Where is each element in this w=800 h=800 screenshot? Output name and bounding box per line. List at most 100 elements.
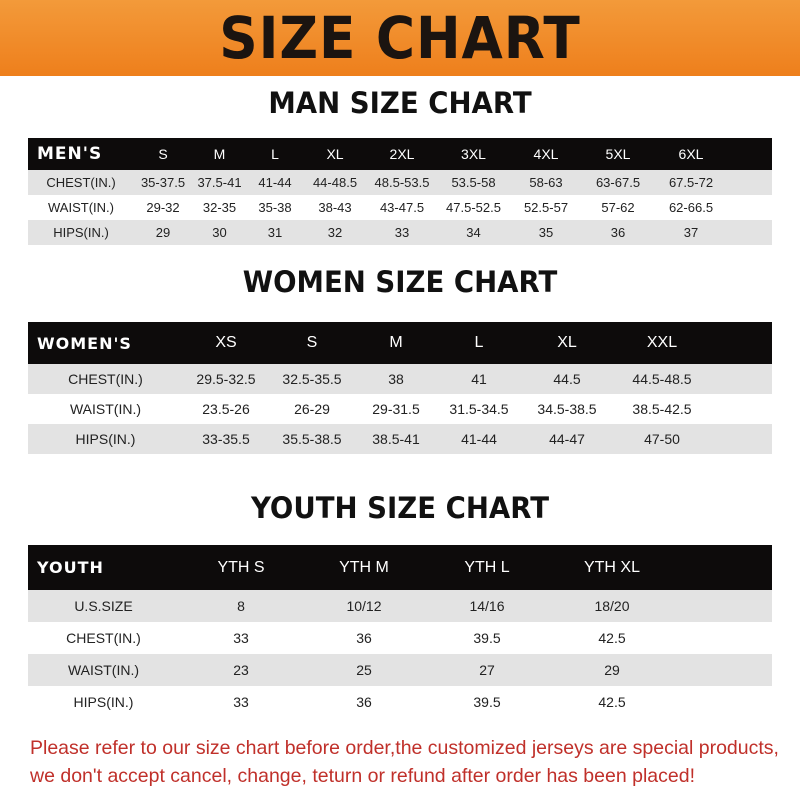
table-cell: 48.5-53.5 [374,175,430,190]
table-row: CHEST(IN.) 35-37.5 37.5-41 41-44 44-48.5 48.5… [28,170,772,195]
table-cell: 35-38 [258,200,292,215]
table-cell: 23 [233,662,249,678]
table-cell: 67.5-72 [668,175,714,190]
row-label: WAIST(IN.) [48,200,114,215]
table-cell: 33 [233,694,249,710]
row-label: CHEST(IN.) [46,175,116,190]
table-cell: 39.5 [473,630,501,646]
youth-size-table: YOUTH YTH S YTH M YTH L YTH XL U.S.SIZE 8 10/12… [28,545,772,718]
table-row: HIPS(IN.) 29 30 31 32 33 34 35 36 37 [28,220,772,245]
table-cell: M [389,334,403,351]
table-cell: YTH M [339,558,389,576]
table-cell: L [474,334,484,351]
table-cell: XL [326,146,344,162]
table-header-row: WOMEN'S XS S M L XL XXL [28,322,772,364]
table-row: CHEST(IN.) 33 36 39.5 42.5 [28,622,772,654]
table-cell: 34.5-38.5 [537,401,597,417]
table-cell: 36 [356,694,372,710]
table-cell: 35.5-38.5 [282,431,342,447]
table-cell: 44.5 [553,371,581,387]
table-cell: 38.5-42.5 [632,401,692,417]
table-cell: 47.5-52.5 [446,200,501,215]
disclaimer-note: Please refer to our size chart before or… [30,734,790,790]
row-label: HIPS(IN.) [53,225,109,240]
table-cell: 42.5 [598,694,626,710]
table-cell: 29 [604,662,620,678]
table-cell: 35-37.5 [140,175,186,190]
table-cell: 43-47.5 [379,200,425,215]
table-cell: 2XL [389,146,415,162]
table-cell: 52.5-57 [523,200,569,215]
table-cell: 5XL [605,146,631,162]
row-label: HIPS(IN.) [73,694,134,710]
table-cell: 4XL [533,146,559,162]
table-cell: XXL [646,334,678,351]
disclaimer-line-1: Please refer to our size chart before or… [30,737,779,759]
table-cell: 32-35 [202,200,237,215]
table-cell: 62-66.5 [668,200,714,215]
table-cell: S [158,146,168,162]
table-cell: 47-50 [644,431,680,447]
row-label: CHEST(IN.) [68,371,143,387]
table-cell: 32 [327,225,343,240]
row-label: YOUTH [37,558,104,577]
table-cell: 8 [237,598,245,614]
table-cell: 26-29 [294,401,330,417]
table-row: U.S.SIZE 8 10/12 14/16 18/20 [28,590,772,622]
row-label: WOMEN'S [37,333,132,353]
table-cell: S [306,334,318,351]
table-cell: XS [215,334,237,351]
table-cell: 14/16 [469,598,505,614]
table-cell: 33 [394,225,410,240]
table-cell: L [271,146,279,162]
table-cell: 29 [155,225,171,240]
table-cell: YTH XL [583,558,640,576]
table-row: WAIST(IN.) 29-32 32-35 35-38 38-43 43-47.5 47.… [28,195,772,220]
table-cell: 3XL [461,146,486,162]
table-cell: 35 [538,225,554,240]
table-cell: 41-44 [461,431,497,447]
table-cell: 31.5-34.5 [449,401,509,417]
women-size-table: WOMEN'S XS S M L XL XXL CHEST(IN.) 29.5-32.5 32.5… [28,322,772,454]
men-section-title: MAN SIZE CHART [268,86,532,120]
table-cell: 36 [610,225,626,240]
table-cell: 29-31.5 [372,401,420,417]
table-cell: 18/20 [594,598,630,614]
table-row: CHEST(IN.) 29.5-32.5 32.5-35.5 38 41 44.5 44.5… [28,364,772,394]
table-cell: 41-44 [258,175,292,190]
table-cell: 37.5-41 [197,175,242,190]
table-header-row: MEN'S S M L XL 2XL 3XL 4XL 5XL 6XL [28,138,772,170]
disclaimer-line-2: we don't accept cancel, change, teturn o… [30,765,695,787]
table-cell: 33-35.5 [202,431,250,447]
row-label: WAIST(IN.) [69,401,142,417]
table-cell: 6XL [678,146,704,162]
header-banner: SIZE CHART [0,0,800,76]
table-cell: 39.5 [473,694,501,710]
table-cell: 32.5-35.5 [282,371,342,387]
table-cell: 41 [471,371,487,387]
table-cell: 33 [233,630,249,646]
table-cell: 38-43 [318,200,352,215]
table-cell: 10/12 [346,598,382,614]
table-header-row: YOUTH YTH S YTH M YTH L YTH XL [28,545,772,590]
table-cell: 31 [267,225,283,240]
table-cell: 23.5-26 [202,401,250,417]
table-row: HIPS(IN.) 33-35.5 35.5-38.5 38.5-41 41-44 44-… [28,424,772,454]
row-label: U.S.SIZE [74,598,133,614]
table-cell: 30 [212,225,227,240]
row-label: HIPS(IN.) [75,431,136,447]
page-title: SIZE CHART [219,4,581,72]
table-cell: 57-62 [601,200,635,215]
table-cell: 44-48.5 [312,175,358,190]
table-cell: 27 [479,662,495,678]
table-cell: 44-47 [549,431,585,447]
table-cell: 58-63 [529,175,563,190]
table-cell: XL [557,334,577,351]
table-cell: 37 [683,225,699,240]
table-cell: 38 [388,371,404,387]
row-label: WAIST(IN.) [67,662,140,678]
table-cell: M [213,146,226,162]
table-cell: 53.5-58 [451,175,496,190]
men-size-table: MEN'S S M L XL 2XL 3XL 4XL 5XL 6XL CHEST(IN.) 35-37… [28,138,772,245]
table-cell: 63-67.5 [595,175,641,190]
